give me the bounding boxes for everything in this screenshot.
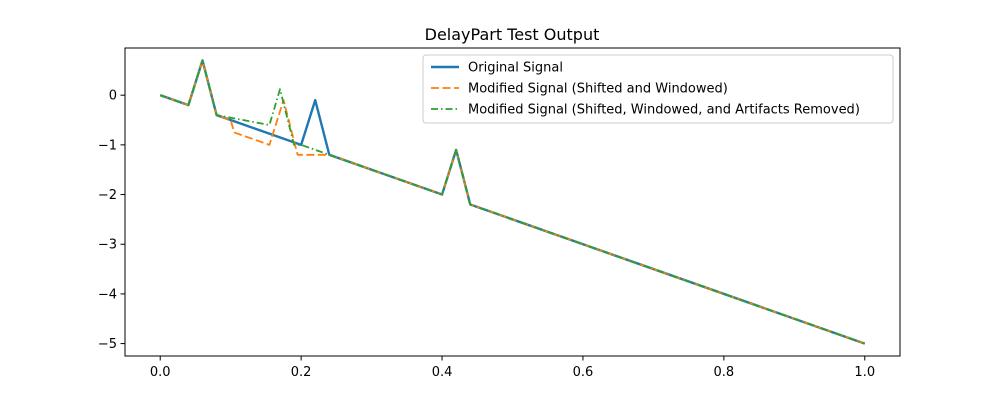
legend-box — [422, 54, 894, 124]
x-tick-label: 0.6 — [573, 365, 594, 380]
y-tick-label: 0 — [109, 89, 117, 104]
x-tick-label: 0.8 — [714, 365, 735, 380]
axes-layer: 0.0 0.2 0.4 0.6 0.8 1.0 0 −1 −2 −3 −4 −5 — [98, 47, 901, 380]
x-tick-label: 0.4 — [432, 365, 453, 380]
series-line-2 — [159, 59, 866, 345]
axes-frame — [124, 47, 901, 357]
y-tick-label: −3 — [98, 238, 117, 253]
y-tick-label: −5 — [98, 337, 117, 352]
x-tick-label: 0.2 — [291, 365, 312, 380]
y-tick-label: −1 — [98, 138, 117, 153]
series-layer — [159, 59, 866, 345]
legend-label-1: Original Signal — [468, 61, 563, 76]
x-tick-label: 0.0 — [150, 365, 171, 380]
legend: Original Signal Modified Signal (Shifted … — [422, 54, 894, 124]
y-tick-label: −2 — [98, 188, 117, 203]
series-line-3 — [159, 59, 866, 345]
chart-title: DelayPart Test Output — [425, 25, 600, 44]
y-tick-label: −4 — [98, 287, 117, 302]
legend-label-2: Modified Signal (Shifted and Windowed) — [468, 82, 728, 97]
x-tick-label: 1.0 — [854, 365, 875, 380]
legend-label-3: Modified Signal (Shifted, Windowed, and … — [468, 103, 860, 118]
